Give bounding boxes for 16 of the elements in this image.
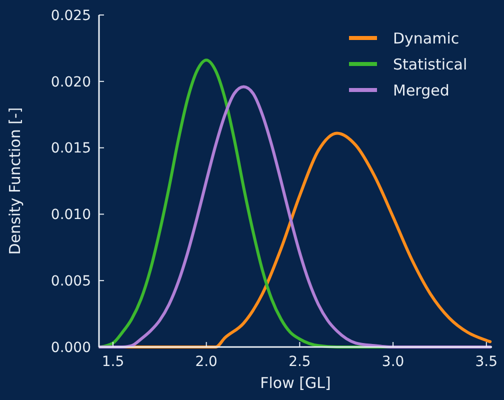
x-tick-label: 2.0: [195, 354, 218, 370]
y-axis-title: Density Function [-]: [6, 107, 24, 255]
y-tick-label: 0.010: [50, 207, 91, 224]
x-tick-label: 1.5: [102, 354, 124, 370]
x-tick-label: 3.5: [475, 354, 498, 370]
legend-label: Merged: [393, 81, 450, 100]
y-tick-label: 0.020: [50, 74, 91, 90]
y-tick-label: 0.025: [50, 8, 91, 24]
x-axis-title: Flow [GL]: [260, 374, 331, 392]
legend-label: Statistical: [393, 55, 468, 74]
legend-label: Dynamic: [393, 29, 460, 48]
y-tick-label: 0.005: [50, 274, 91, 290]
y-tick-label: 0.000: [50, 340, 91, 356]
x-tick-label: 3.0: [382, 354, 404, 370]
x-tick-label: 2.5: [288, 354, 311, 370]
y-tick-label: 0.015: [50, 140, 91, 157]
